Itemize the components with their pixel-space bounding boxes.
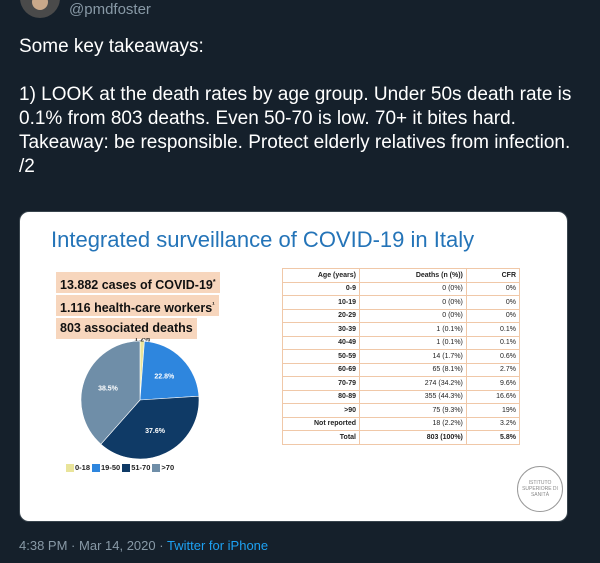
pie-slice-19-50	[139, 340, 200, 401]
stat-health-workers-text: 1.116 health-care workers	[60, 301, 213, 316]
pie-slice-51-70	[100, 395, 200, 460]
stat-deaths: 803 associated deaths	[56, 318, 197, 339]
meta-separator-1: ·	[71, 538, 76, 553]
meta-separator-2: ·	[159, 538, 164, 553]
seal-text: ISTITUTO SUPERIORE DI SANITÀ	[522, 480, 558, 498]
pie-label-51-70: 37.6%	[145, 428, 166, 435]
table-row: Total 803 (100%) 5.8%	[282, 430, 521, 445]
table-cell: 1 (0.1%)	[359, 335, 467, 350]
table-row: 0-9 0 (0%) 0%	[282, 281, 521, 296]
legend-swatch->70	[152, 464, 161, 473]
table-cell: 50-59	[282, 349, 360, 364]
pie-label-19-50: 22.8%	[154, 373, 175, 380]
pie-chart: 1.2% 22.8% 37.6% 38.5%	[80, 338, 200, 460]
table-cell: 274 (34.2%)	[359, 376, 467, 391]
table-header-cell: Deaths (n (%))	[359, 268, 467, 283]
table-cell: Total	[282, 430, 360, 445]
table-cell: 16.6%	[465, 389, 521, 404]
tweet-date[interactable]: Mar 14, 2020	[79, 538, 156, 553]
table-row: 30-39 1 (0.1%) 0.1%	[282, 322, 521, 337]
legend-label->70: >70	[161, 463, 175, 472]
tweet-paragraph-1: Some key takeaways:	[19, 36, 204, 57]
table-cell: 0%	[465, 308, 521, 323]
table-cell: 0 (0%)	[359, 281, 467, 296]
table-cell: 80-89	[282, 389, 360, 404]
stat-cases-text: 13.882 cases of COVID-19	[60, 278, 213, 293]
table-cell: 10-19	[282, 295, 360, 310]
table-header-row: Age (years) Deaths (n (%)) CFR	[282, 268, 521, 283]
table-header-cell: CFR	[465, 268, 521, 283]
table-cell: 1 (0.1%)	[359, 322, 467, 337]
table-cell: 0.1%	[465, 335, 521, 350]
table-cell: 70-79	[282, 376, 360, 391]
pie-label->70: 38.5%	[98, 385, 119, 392]
institute-seal: ISTITUTO SUPERIORE DI SANITÀ	[517, 466, 563, 512]
table-cell: 60-69	[282, 362, 360, 377]
pie-label-0-18: 1.2%	[134, 338, 151, 344]
table-row: 20-29 0 (0%) 0%	[282, 308, 521, 323]
table-header-cell: Age (years)	[282, 268, 360, 283]
table-cell: 2.7%	[465, 362, 521, 377]
table-cell: 0%	[465, 281, 521, 296]
table-cell: 18 (2.2%)	[359, 416, 467, 431]
attached-image[interactable]: Integrated surveillance of COVID-19 in I…	[19, 211, 568, 522]
table-cell: 0.1%	[465, 322, 521, 337]
deaths-by-age-table: Age (years) Deaths (n (%)) CFR 0-9 0 (0%) 0%…	[282, 268, 521, 445]
table-row: 60-69 65 (8.1%) 2.7%	[282, 362, 521, 377]
table-cell: Not reported	[282, 416, 360, 431]
table-cell: 9.6%	[465, 376, 521, 391]
legend-swatch-19-50	[92, 464, 101, 473]
tweet-time[interactable]: 4:38 PM	[19, 538, 68, 553]
table-cell: 20-29	[282, 308, 360, 323]
table-row: 70-79 274 (34.2%) 9.6%	[282, 376, 521, 391]
table-row: >90 75 (9.3%) 19%	[282, 403, 521, 418]
table-cell: 0-9	[282, 281, 360, 296]
legend-swatch-0-18	[66, 464, 74, 473]
stat-deaths-text: 803 associated deaths	[60, 321, 193, 335]
stat-cases: 13.882 cases of COVID-19*	[56, 272, 220, 293]
table-cell: 5.8%	[465, 430, 521, 445]
table-row: 80-89 355 (44.3%) 16.6%	[282, 389, 521, 404]
tweet-paragraph-2: 1) LOOK at the death rates by age group.…	[19, 84, 572, 177]
table-cell: 0 (0%)	[359, 308, 467, 323]
table-row: 50-59 14 (1.7%) 0.6%	[282, 349, 521, 364]
legend-swatch-51-70	[122, 464, 131, 473]
table-cell: 19%	[465, 403, 521, 418]
pie-legend: 0-18 19-50 51-70 >70	[64, 463, 175, 473]
tweet-text: Some key takeaways: 1) LOOK at the death…	[19, 35, 579, 179]
stat-health-workers-mark: ¹	[212, 302, 215, 309]
avatar[interactable]	[20, 0, 60, 18]
table-cell: 14 (1.7%)	[359, 349, 467, 364]
stat-cases-mark: *	[212, 279, 216, 286]
pie-slice->70	[80, 340, 141, 445]
stat-health-workers: 1.116 health-care workers¹	[56, 295, 219, 316]
table-cell: 3.2%	[465, 416, 521, 431]
table-cell: 803 (100%)	[359, 430, 467, 445]
card-title: Integrated surveillance of COVID-19 in I…	[51, 227, 475, 252]
table-cell: 0.6%	[465, 349, 521, 364]
tweet-source[interactable]: Twitter for iPhone	[166, 538, 269, 553]
table-cell: 0%	[465, 295, 521, 310]
legend-label-19-50: 19-50	[101, 463, 121, 472]
table-cell: 40-49	[282, 335, 360, 350]
table-cell: 30-39	[282, 322, 360, 337]
author-handle[interactable]: @pmdfoster	[69, 1, 151, 18]
legend-label-51-70: 51-70	[131, 463, 151, 472]
legend-label-0-18: 0-18	[75, 463, 91, 472]
table-row: Not reported 18 (2.2%) 3.2%	[282, 416, 521, 431]
table-cell: 355 (44.3%)	[359, 389, 467, 404]
table-cell: 65 (8.1%)	[359, 362, 467, 377]
table-cell: >90	[282, 403, 360, 418]
table-cell: 0 (0%)	[359, 295, 467, 310]
tweet-meta: 4:38 PM · Mar 14, 2020 · Twitter for iPh…	[19, 538, 268, 553]
table-row: 40-49 1 (0.1%) 0.1%	[282, 335, 521, 350]
table-cell: 75 (9.3%)	[359, 403, 467, 418]
table-row: 10-19 0 (0%) 0%	[282, 295, 521, 310]
